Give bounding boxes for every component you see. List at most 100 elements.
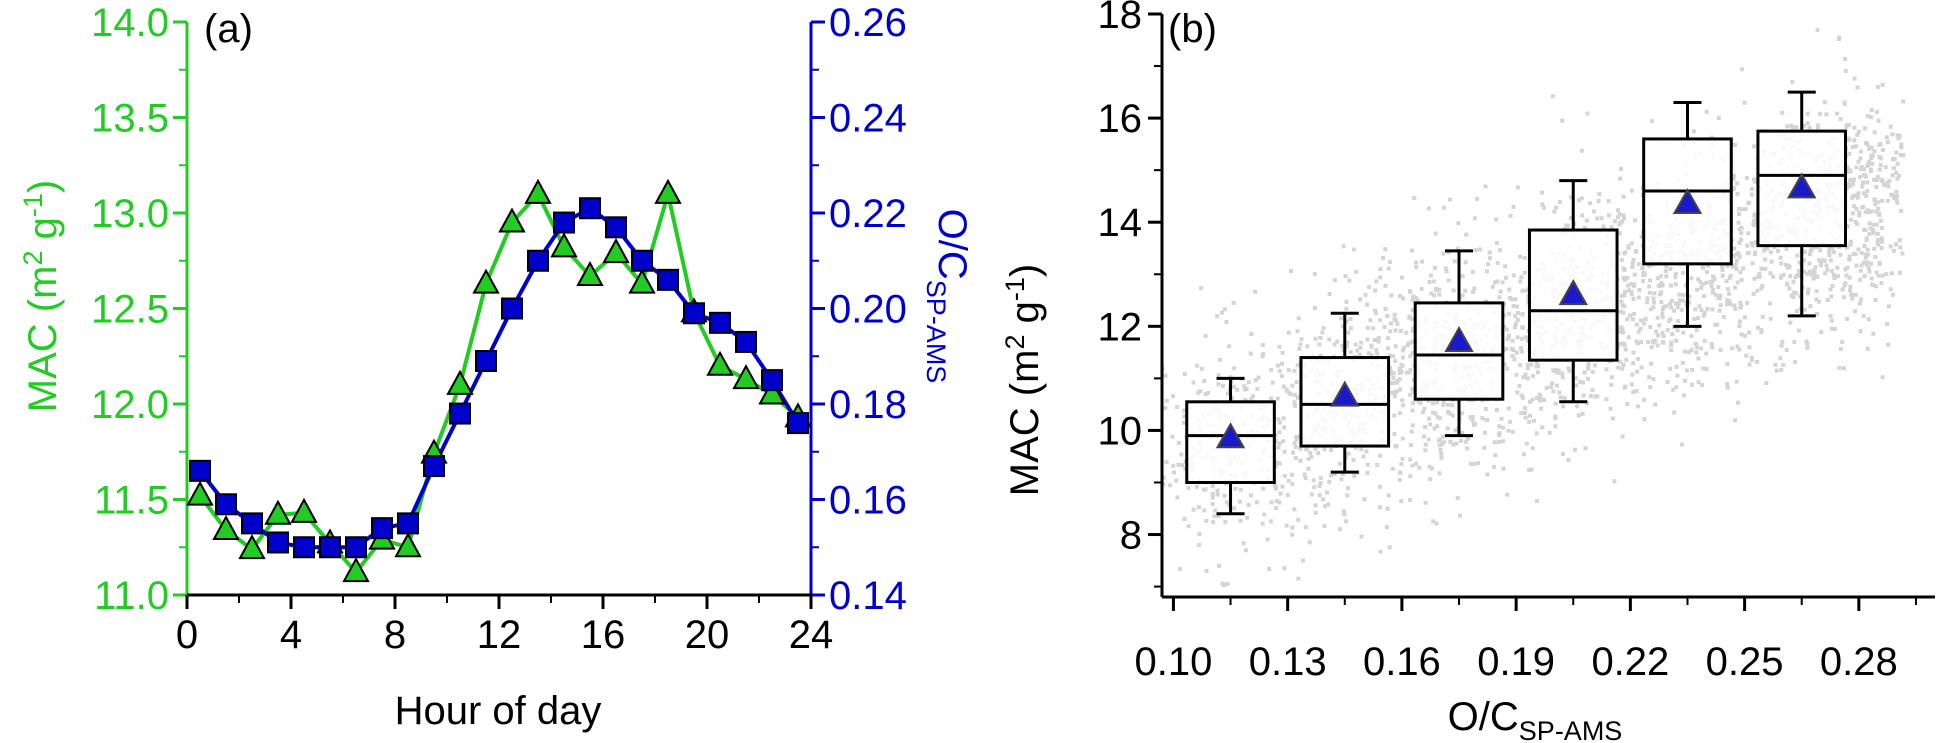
- scatter-point: [1801, 269, 1806, 274]
- scatter-point: [1582, 370, 1587, 375]
- scatter-point: [1661, 334, 1666, 339]
- scatter-point: [1809, 247, 1814, 252]
- scatter-point: [1520, 288, 1525, 293]
- scatter-point: [1669, 305, 1674, 310]
- scatter-point: [1654, 329, 1659, 334]
- scatter-point: [1313, 446, 1318, 451]
- scatter-point: [1857, 210, 1862, 215]
- scatter-point: [1313, 503, 1318, 508]
- b-y-tick-label: 10: [1098, 409, 1143, 453]
- scatter-point: [1788, 274, 1793, 279]
- scatter-point: [1804, 339, 1809, 344]
- scatter-point: [1224, 319, 1229, 324]
- scatter-point: [1280, 484, 1285, 489]
- left-label-main: MAC (m: [21, 266, 65, 413]
- scatter-point: [1793, 360, 1798, 365]
- scatter-point: [1341, 472, 1346, 477]
- scatter-point: [1856, 159, 1861, 164]
- mac-point: [472, 268, 500, 294]
- scatter-point: [1648, 385, 1653, 390]
- scatter-point: [1164, 398, 1169, 403]
- scatter-point: [1687, 350, 1692, 355]
- scatter-point: [1701, 366, 1706, 371]
- scatter-point: [1308, 450, 1313, 455]
- scatter-point: [1749, 187, 1754, 192]
- scatter-point: [1286, 368, 1291, 373]
- scatter-point: [1670, 332, 1675, 337]
- scatter-point: [1861, 173, 1866, 178]
- scatter-point: [1621, 310, 1626, 315]
- scatter-point: [1791, 295, 1796, 300]
- scatter-point: [1610, 416, 1615, 421]
- scatter-point: [1182, 414, 1187, 419]
- scatter-point: [1755, 359, 1760, 364]
- scatter-point: [1894, 170, 1899, 175]
- mac-point: [576, 260, 604, 287]
- scatter-point: [1540, 190, 1545, 195]
- scatter-point: [1163, 373, 1168, 378]
- oc-point: [267, 531, 289, 554]
- scatter-point: [1511, 303, 1516, 308]
- scatter-point: [1635, 356, 1640, 361]
- scatter-point: [1845, 245, 1850, 250]
- scatter-point: [1730, 264, 1735, 269]
- scatter-point: [1372, 338, 1377, 343]
- right-tick-label: 0.18: [829, 383, 907, 427]
- scatter-point: [1553, 367, 1558, 372]
- scatter-point: [1318, 480, 1323, 485]
- scatter-point: [1182, 371, 1187, 376]
- scatter-point: [1216, 514, 1221, 519]
- scatter-point: [1647, 375, 1652, 380]
- scatter-point: [1296, 517, 1301, 522]
- scatter-point: [1873, 297, 1878, 302]
- scatter-point: [1850, 144, 1855, 149]
- scatter-point: [1796, 268, 1801, 273]
- scatter-point: [1683, 378, 1688, 383]
- scatter-point: [1557, 390, 1562, 395]
- oc-point: [761, 369, 783, 392]
- panel-a: (a) 11.0 11.5 12.0 12.5 13.0 13.5 14.0 0.14 0.16…: [18, 1, 974, 733]
- scatter-point: [1720, 273, 1725, 278]
- scatter-point: [1891, 248, 1896, 253]
- scatter-point: [1674, 385, 1679, 390]
- scatter-point: [1426, 416, 1431, 421]
- scatter-point: [1374, 311, 1379, 316]
- scatter-point: [1168, 483, 1173, 488]
- scatter-point: [1680, 360, 1685, 365]
- scatter-point: [1840, 339, 1845, 344]
- scatter-point: [1393, 344, 1398, 349]
- scatter-point: [1277, 368, 1282, 373]
- scatter-point: [1592, 363, 1597, 368]
- scatter-point: [1811, 276, 1816, 281]
- b-y-tick-label: 14: [1098, 201, 1143, 245]
- scatter-point: [1344, 519, 1349, 524]
- scatter-point: [1423, 500, 1428, 505]
- scatter-point: [1837, 365, 1842, 370]
- scatter-point: [1355, 348, 1360, 353]
- scatter-point: [1385, 313, 1390, 318]
- scatter-point: [1760, 314, 1765, 319]
- scatter-point: [1681, 330, 1686, 335]
- scatter-point: [1521, 452, 1526, 457]
- scatter-point: [1267, 566, 1272, 571]
- scatter-point: [1290, 450, 1295, 455]
- scatter-point: [1444, 269, 1449, 274]
- scatter-point: [1864, 262, 1869, 267]
- scatter-point: [1296, 576, 1301, 581]
- scatter-point: [1243, 387, 1248, 392]
- scatter-point: [1553, 424, 1558, 429]
- scatter-point: [1789, 123, 1794, 128]
- scatter-point: [1680, 270, 1685, 275]
- scatter-point: [1682, 393, 1687, 398]
- scatter-point: [1867, 269, 1872, 274]
- scatter-point: [1621, 330, 1626, 335]
- scatter-point: [1889, 192, 1894, 197]
- scatter-point: [1863, 252, 1868, 257]
- scatter-point: [1669, 343, 1674, 348]
- scatter-point: [1700, 382, 1705, 387]
- scatter-point: [1523, 372, 1528, 377]
- scatter-point: [1805, 341, 1810, 346]
- scatter-point: [1701, 294, 1706, 299]
- scatter-point: [1835, 274, 1840, 279]
- scatter-point: [1566, 457, 1571, 462]
